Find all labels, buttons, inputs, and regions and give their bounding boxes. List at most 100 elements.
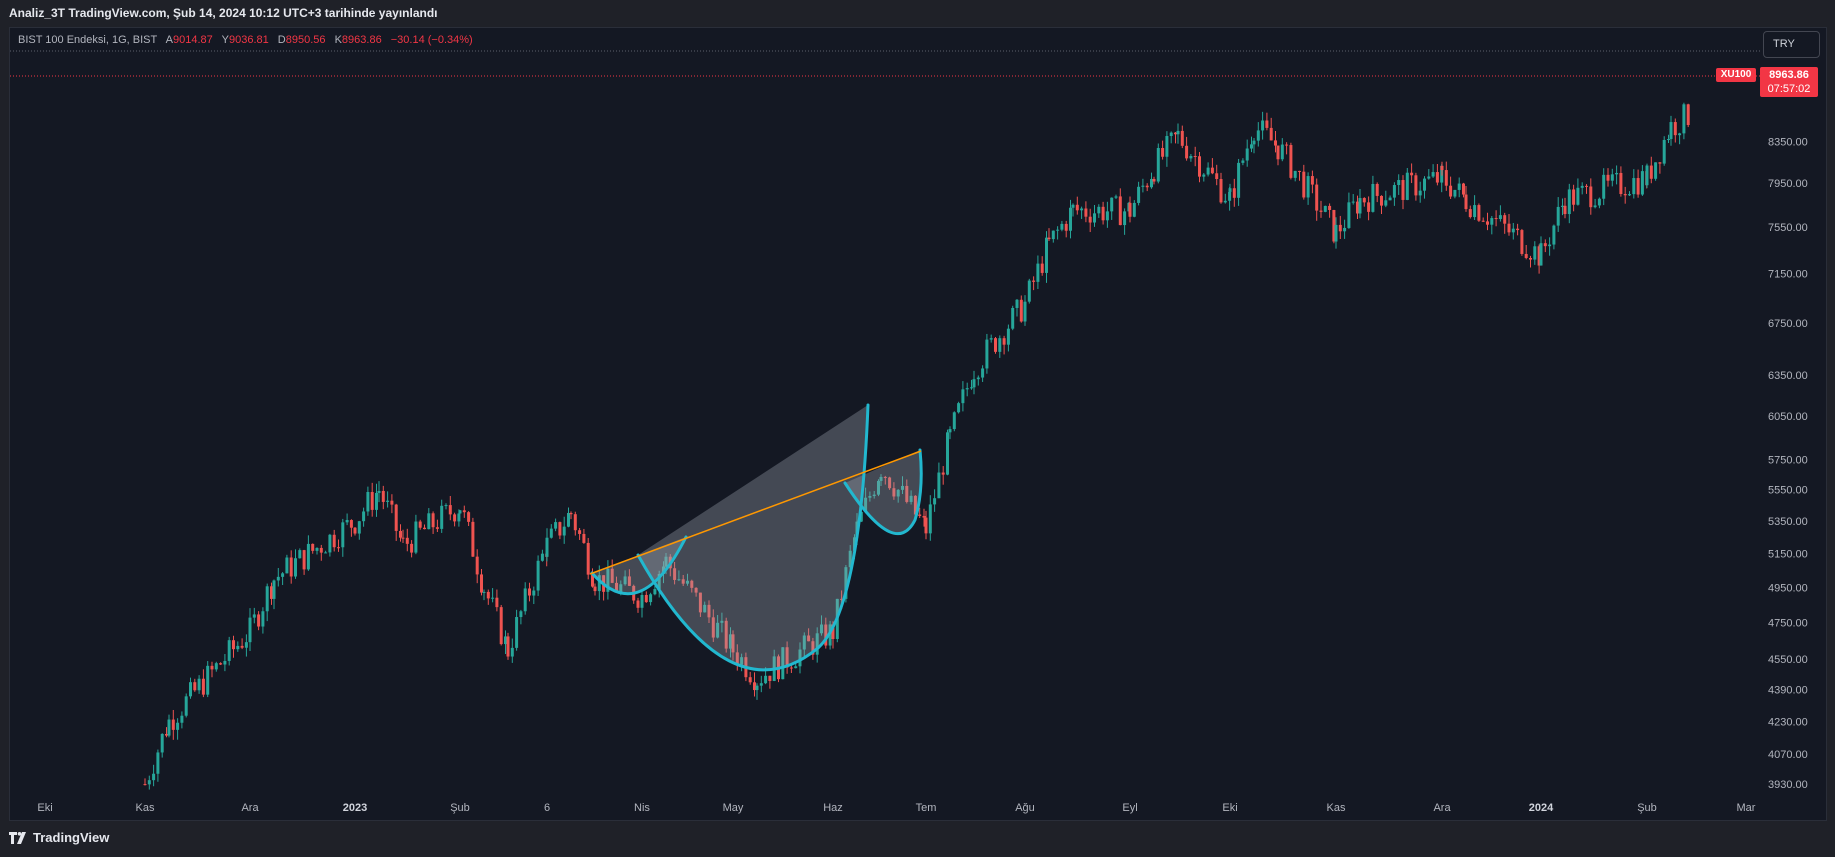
candle-up (156, 752, 160, 774)
x-tick-label: Nis (634, 802, 650, 814)
y-tick-label: 6750.00 (1768, 318, 1808, 330)
y-tick-label: 6050.00 (1768, 411, 1808, 423)
candle-down (1232, 188, 1236, 198)
candle-up (248, 617, 252, 643)
candle-down (471, 521, 475, 557)
candle-down (1210, 167, 1214, 174)
currency-button[interactable]: TRY (1763, 31, 1820, 58)
candle-up (619, 584, 623, 593)
candle-up (180, 715, 184, 723)
candle-down (240, 645, 244, 648)
publish-caption: Analiz_3T TradingView.com, Şub 14, 2024 … (9, 6, 438, 20)
candle-down (1084, 208, 1088, 217)
candle-down (1606, 174, 1610, 181)
candle-up (457, 513, 461, 522)
candle-down (1503, 215, 1507, 224)
candle-up (981, 368, 985, 378)
candle-up (227, 640, 231, 661)
candle-up (1027, 280, 1031, 302)
candle-down (270, 586, 273, 599)
candle-down (1298, 170, 1301, 172)
x-tick-label: Mar (1737, 802, 1756, 814)
candle-up (298, 550, 302, 559)
candle-down (486, 591, 490, 599)
candle-up (1556, 206, 1560, 226)
candle-up (206, 665, 210, 695)
candle-up (377, 490, 381, 493)
candle-down (1468, 209, 1472, 218)
price-axis[interactable]: 8350.00 7950.00 7550.00 7150.00 6750.00 6350.… (1768, 136, 1808, 791)
candle-up (976, 377, 980, 380)
candle-up (1654, 162, 1658, 179)
candle-up (1602, 174, 1606, 199)
candle-up (189, 682, 192, 697)
candle-up (1490, 218, 1494, 225)
candle-up (1071, 204, 1075, 208)
candle-up (281, 573, 285, 577)
neckline-trendline[interactable] (589, 450, 922, 575)
chart-pane[interactable] (9, 27, 1827, 821)
candle-down (698, 592, 702, 613)
handle-curve[interactable] (843, 448, 923, 536)
candle-down (495, 597, 499, 608)
candle-down (1524, 253, 1528, 258)
candle-down (627, 576, 631, 586)
candle-down (353, 527, 357, 534)
small-cup-curve[interactable] (590, 535, 688, 596)
candle-up (1165, 136, 1169, 157)
candle-down (924, 517, 928, 534)
bar-countdown: 07:57:02 (1767, 83, 1811, 95)
candle-down (1145, 185, 1149, 188)
time-axis[interactable]: Eki Kas Ara 2023 Şub 6 Nis May Haz Tem Ağu Eyl Eki Ka… (37, 802, 1755, 814)
candle-down (1118, 196, 1122, 226)
candle-down (694, 587, 698, 593)
candle-up (877, 480, 880, 495)
last-price-value: 8963.86 (1769, 69, 1809, 81)
small-cup-left-fill (592, 537, 686, 594)
candle-down (1380, 195, 1383, 206)
candle-up (1567, 189, 1571, 215)
candle-down (1507, 223, 1511, 233)
large-cup-curve[interactable] (636, 403, 870, 672)
candle-down (171, 719, 175, 730)
candle-down (1486, 221, 1489, 225)
candle-down (1375, 183, 1379, 196)
candle-up (868, 496, 872, 498)
candle-down (615, 582, 618, 593)
candle-up (798, 649, 802, 667)
candle-up (324, 552, 328, 554)
candle-up (703, 604, 707, 613)
candle-down (423, 527, 426, 530)
candle-up (197, 678, 201, 691)
candle-up (965, 388, 969, 390)
candle-down (913, 495, 917, 515)
candle-up (523, 588, 527, 612)
tradingview-brand[interactable]: TradingView (9, 830, 109, 845)
candle-up (567, 512, 570, 527)
candle-up (236, 645, 240, 650)
candle-down (332, 534, 336, 548)
candle-up (1015, 299, 1019, 308)
pattern-drawings[interactable] (589, 403, 923, 672)
candle-up (623, 576, 627, 585)
candle-up (1105, 211, 1109, 221)
y-tick-label: 6350.00 (1768, 370, 1808, 382)
candle-down (748, 677, 752, 683)
candle-up (357, 521, 361, 534)
candle-down (1310, 176, 1314, 185)
candle-down (1328, 205, 1332, 211)
candle-up (386, 500, 390, 502)
candle-down (922, 515, 926, 518)
candle-up (972, 379, 976, 388)
candle-up (510, 647, 514, 657)
candle-up (285, 557, 289, 574)
candle-down (753, 682, 756, 691)
candle-down (831, 624, 835, 639)
candle-down (1032, 280, 1036, 282)
candle-down (578, 530, 582, 534)
candle-up (1334, 224, 1338, 242)
candle-up (1632, 178, 1636, 195)
candle-up (491, 597, 495, 599)
candle-down (1198, 156, 1201, 177)
